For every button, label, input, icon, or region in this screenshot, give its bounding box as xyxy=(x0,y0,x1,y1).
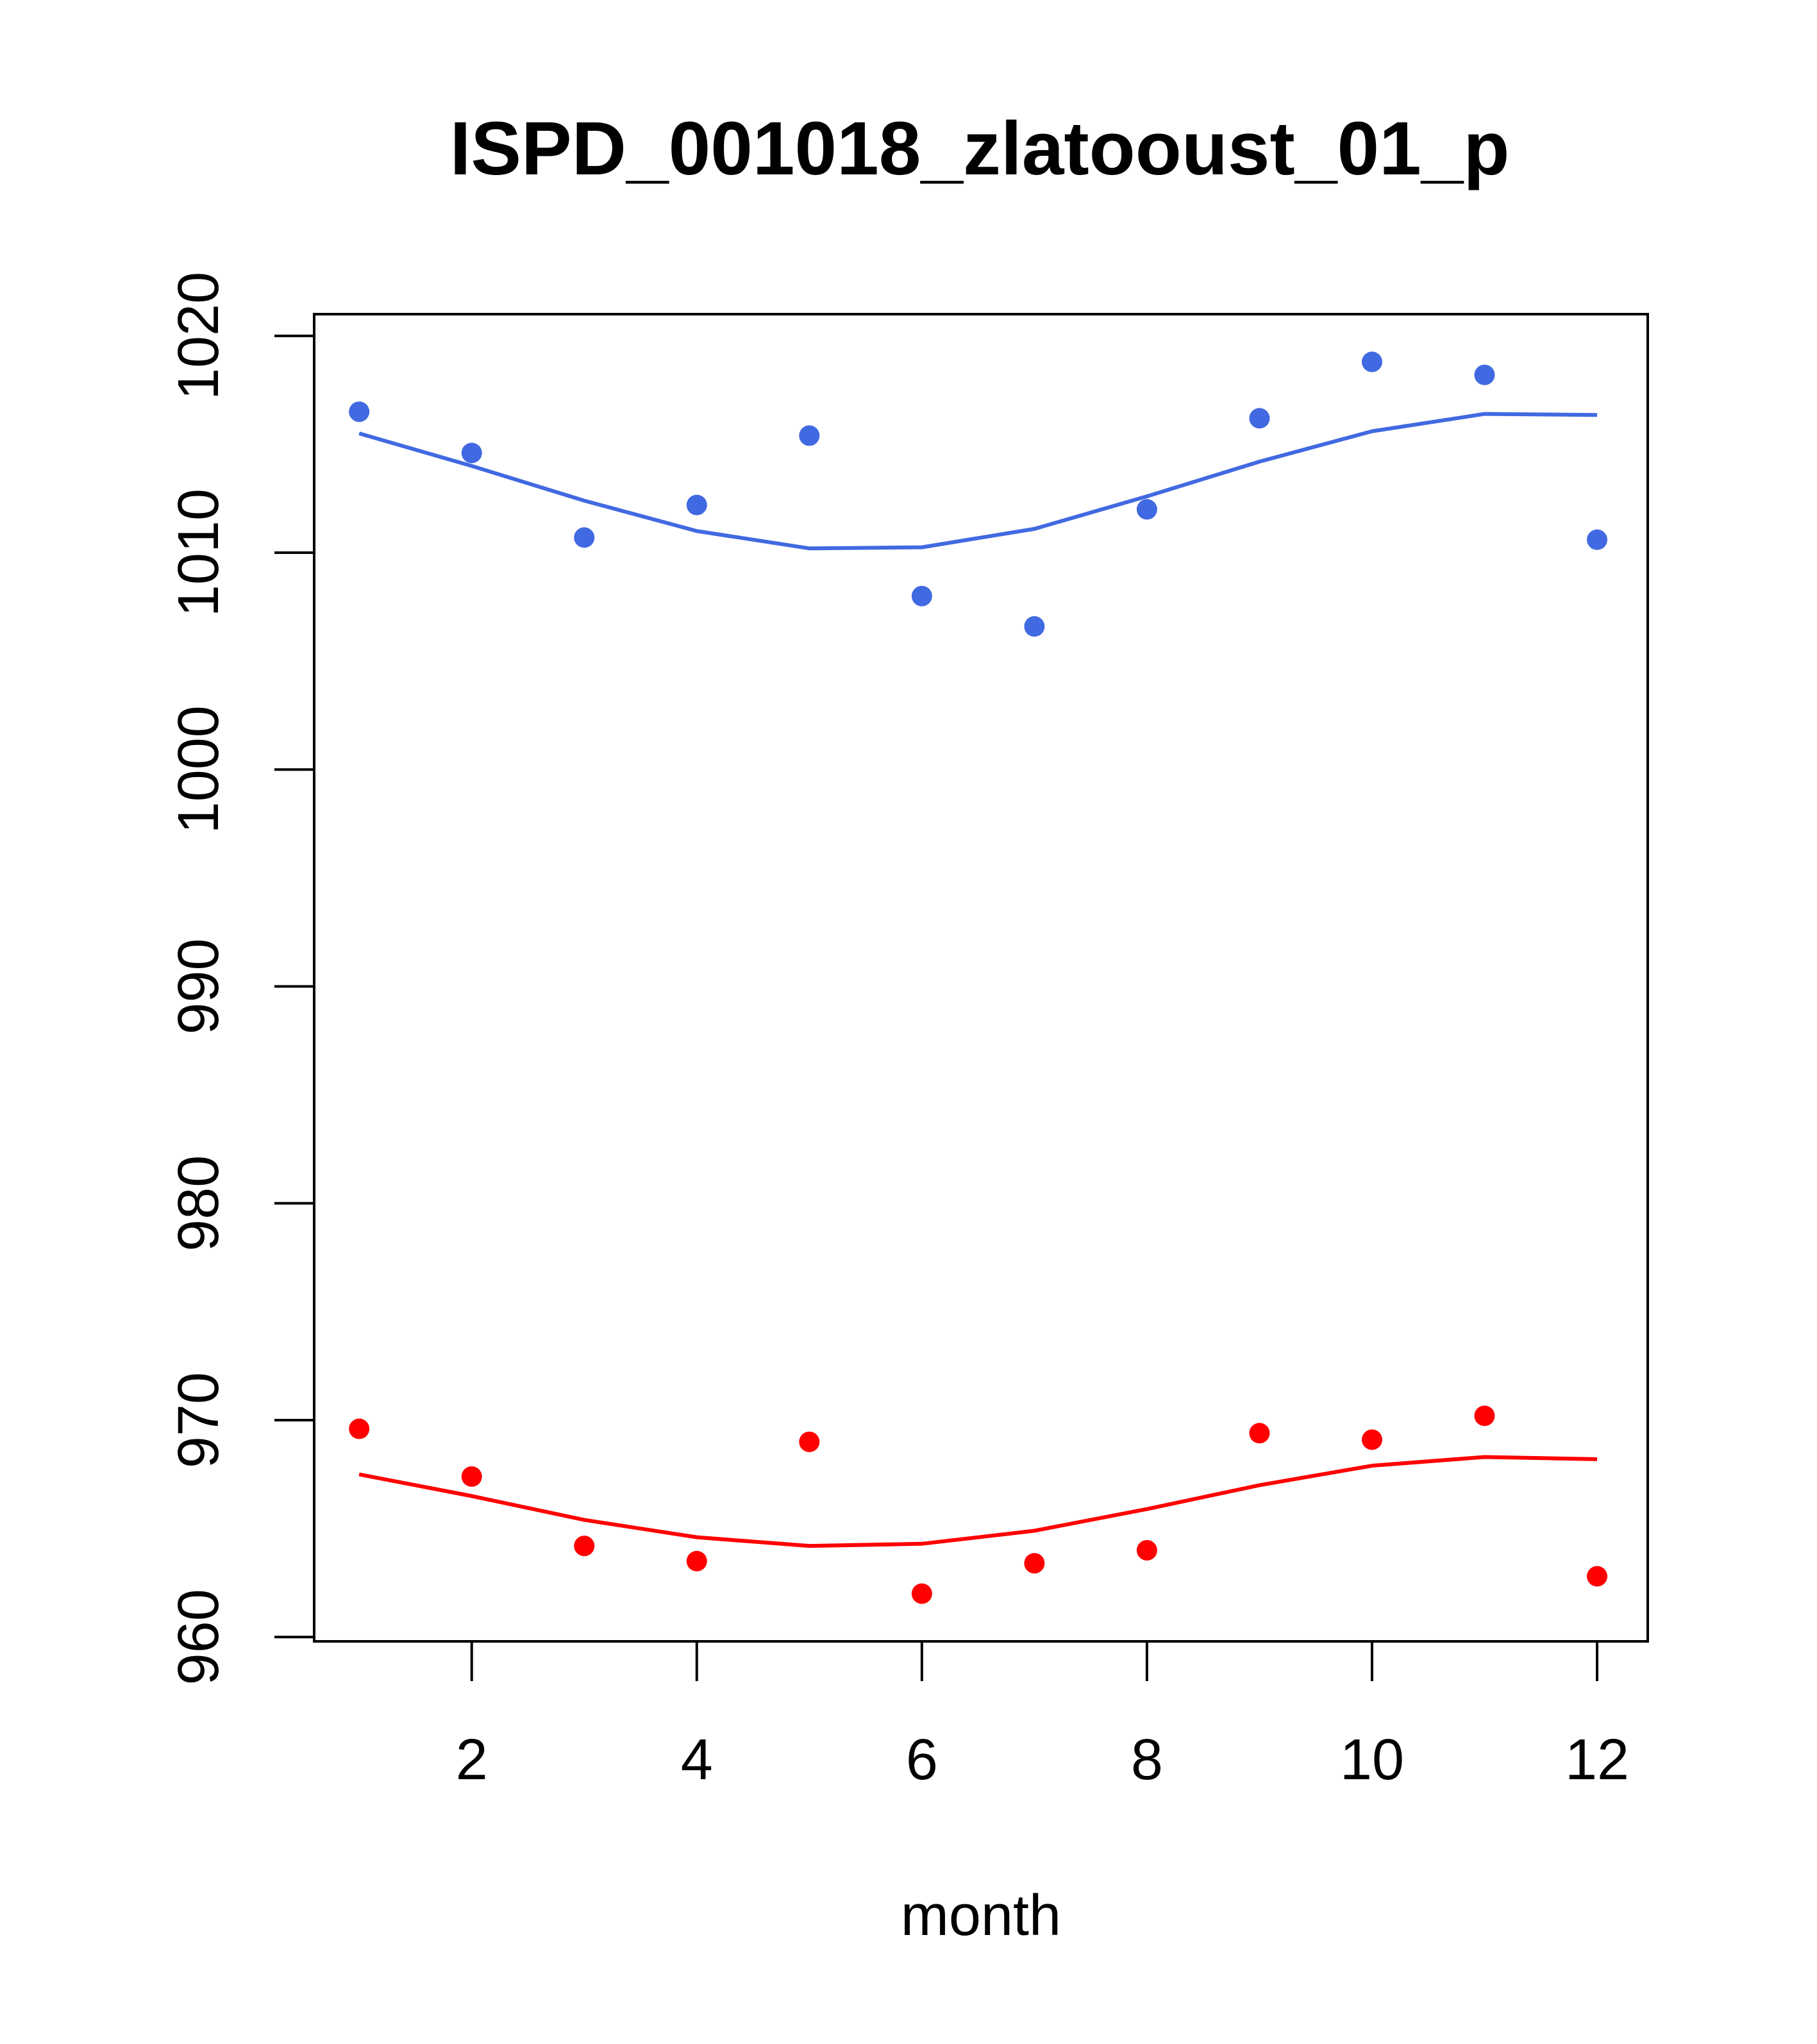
series-layer xyxy=(349,351,1608,1604)
series-0-point xyxy=(1474,364,1495,385)
series-1-point xyxy=(1136,1539,1157,1561)
y-tick-label: 1000 xyxy=(167,705,231,834)
y-tick-label: 1020 xyxy=(167,272,231,400)
series-1-point xyxy=(686,1550,707,1571)
series-0-point xyxy=(686,494,707,515)
series-1-point xyxy=(461,1466,482,1487)
series-1-fit-line xyxy=(358,1455,1598,1548)
y-tick-label: 970 xyxy=(167,1372,231,1468)
x-tick-label: 2 xyxy=(456,1728,488,1792)
x-tick-label: 10 xyxy=(1340,1728,1404,1792)
series-1-point xyxy=(1024,1553,1045,1574)
series-1-point xyxy=(574,1536,595,1557)
series-1-point xyxy=(1474,1405,1495,1427)
series-0-point xyxy=(799,425,820,446)
x-tick-label: 6 xyxy=(906,1728,938,1792)
plot-area-frame xyxy=(313,313,1649,1643)
series-1-point xyxy=(1249,1423,1270,1444)
x-tick-label: 4 xyxy=(681,1728,713,1792)
series-1-point xyxy=(911,1583,932,1604)
series-0-point xyxy=(1361,351,1382,373)
series-0-point xyxy=(1136,499,1157,520)
y-tick-label: 1010 xyxy=(167,489,231,617)
y-tick-label: 980 xyxy=(167,1155,231,1252)
series-0-point xyxy=(461,442,482,464)
series-1-point xyxy=(349,1418,370,1439)
y-axis: 960 970 980 990 1000 1010 1020 xyxy=(167,272,315,1685)
y-tick-label: 960 xyxy=(167,1589,231,1685)
series-1-point xyxy=(1361,1429,1382,1450)
x-axis-title: month xyxy=(901,1884,1061,1948)
series-1-point xyxy=(1587,1566,1608,1587)
series-0-point xyxy=(349,401,370,423)
y-tick-label: 990 xyxy=(167,938,231,1034)
series-1-point xyxy=(799,1431,820,1452)
series-0-point xyxy=(911,585,932,607)
x-axis: 2 4 6 8 10 12 xyxy=(456,1640,1629,1792)
x-tick-label: 12 xyxy=(1565,1728,1629,1792)
series-0-fit-line xyxy=(358,412,1598,551)
x-tick-label: 8 xyxy=(1131,1728,1163,1792)
chart-title: ISPD_001018_zlatooust_01_p xyxy=(450,106,1510,191)
series-0-point xyxy=(1249,408,1270,429)
series-0-point xyxy=(1024,616,1045,637)
series-0-point xyxy=(574,527,595,548)
series-0-point xyxy=(1587,529,1608,550)
